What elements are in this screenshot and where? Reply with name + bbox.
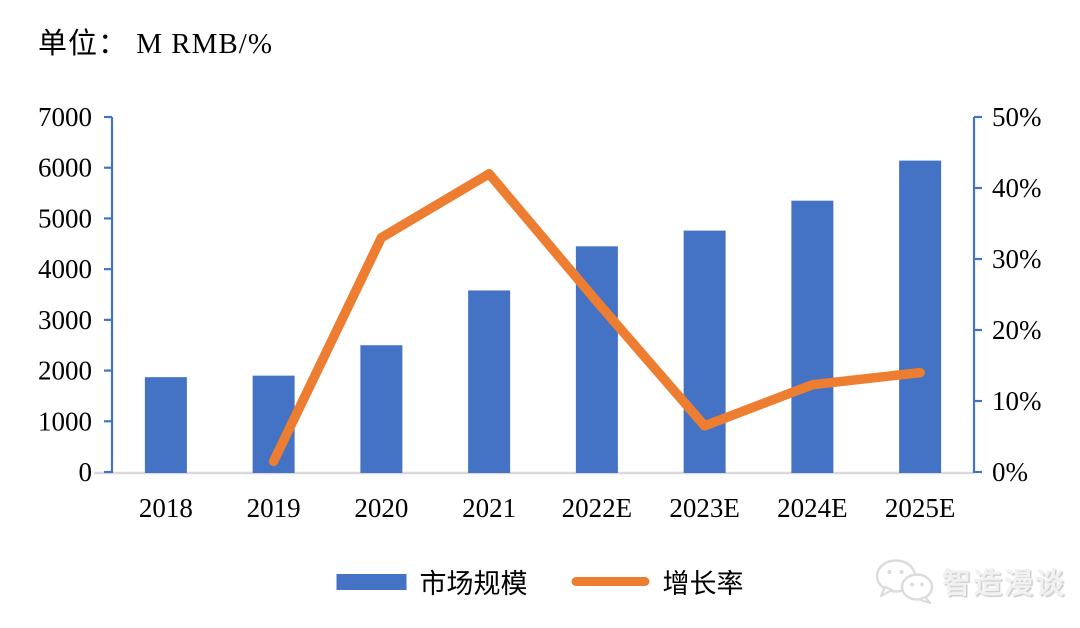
legend-growth-rate-label: 增长率 — [662, 569, 744, 599]
right-axis-tick-label: 40% — [992, 173, 1042, 203]
right-axis-tick-label: 30% — [992, 244, 1042, 274]
left-axis-tick-label: 7000 — [38, 102, 92, 132]
bar-2020 — [360, 345, 403, 473]
left-axis-tick-label: 5000 — [38, 203, 92, 233]
bar-2021 — [468, 290, 511, 473]
x-axis-label-2022E: 2022E — [562, 493, 633, 523]
legend-item-market-size: 市场规模 — [336, 562, 528, 601]
left-axis-tick-label: 1000 — [38, 406, 92, 436]
left-axis-tick-label: 4000 — [38, 254, 92, 284]
right-axis-tick-label: 50% — [992, 102, 1042, 132]
watermark: 智造漫谈 — [873, 558, 1066, 604]
right-axis-tick-label: 20% — [992, 315, 1042, 345]
x-axis-label-2025E: 2025E — [885, 493, 956, 523]
legend: 市场规模 增长率 — [336, 562, 744, 601]
legend-item-growth-rate: 增长率 — [571, 562, 744, 601]
left-axis-tick-label: 3000 — [38, 305, 92, 335]
x-axis-label-2021: 2021 — [462, 493, 516, 523]
watermark-text: 智造漫谈 — [941, 568, 1066, 600]
chart-unit-title: 单位： M RMB/% — [38, 28, 273, 60]
bar-2023E — [683, 230, 726, 473]
left-axis-tick-label: 2000 — [38, 356, 92, 386]
bar-2024E — [791, 200, 834, 473]
combo-chart: 0 1000 2000 3000 4000 5000 6000 7000 0% 10% 20% 30%… — [38, 102, 1042, 523]
bar-2025E — [899, 160, 942, 473]
x-axis-label-2024E: 2024E — [777, 493, 848, 523]
x-axis-label-2020: 2020 — [354, 493, 408, 523]
wechat-icon — [875, 559, 934, 604]
legend-market-size-label: 市场规模 — [419, 569, 528, 599]
x-axis-label-2023E: 2023E — [669, 493, 740, 523]
x-axis-label-2019: 2019 — [247, 493, 301, 523]
right-axis-tick-label: 0% — [992, 457, 1028, 487]
left-axis-tick-label: 6000 — [38, 153, 92, 183]
x-axis-label-2018: 2018 — [139, 493, 193, 523]
left-axis-tick-label: 0 — [79, 457, 93, 487]
bar-2018 — [144, 377, 187, 473]
legend-bar-swatch — [336, 573, 407, 590]
legend-line-swatch — [571, 577, 650, 586]
growth-rate-line — [268, 169, 925, 467]
right-axis-tick-label: 10% — [992, 386, 1042, 416]
